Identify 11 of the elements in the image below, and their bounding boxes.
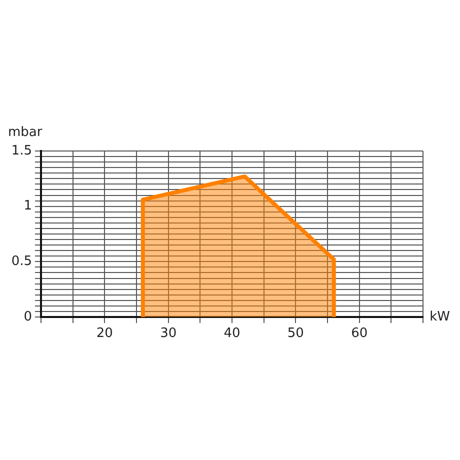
x-axis-title: kW	[430, 309, 450, 324]
y-axis-title: mbar	[8, 124, 43, 140]
x-tick-label: 50	[287, 326, 304, 342]
x-tick-label: 40	[224, 326, 240, 342]
y-tick-label: 0.5	[11, 254, 32, 270]
x-tick-label: 30	[160, 326, 177, 342]
y-tick-label: 1.5	[11, 143, 32, 158]
y-tick-label: 0	[24, 309, 32, 324]
x-tick-label: 20	[96, 326, 113, 342]
x-tick-label: 60	[351, 326, 368, 342]
y-tick-label: 1	[24, 198, 32, 214]
